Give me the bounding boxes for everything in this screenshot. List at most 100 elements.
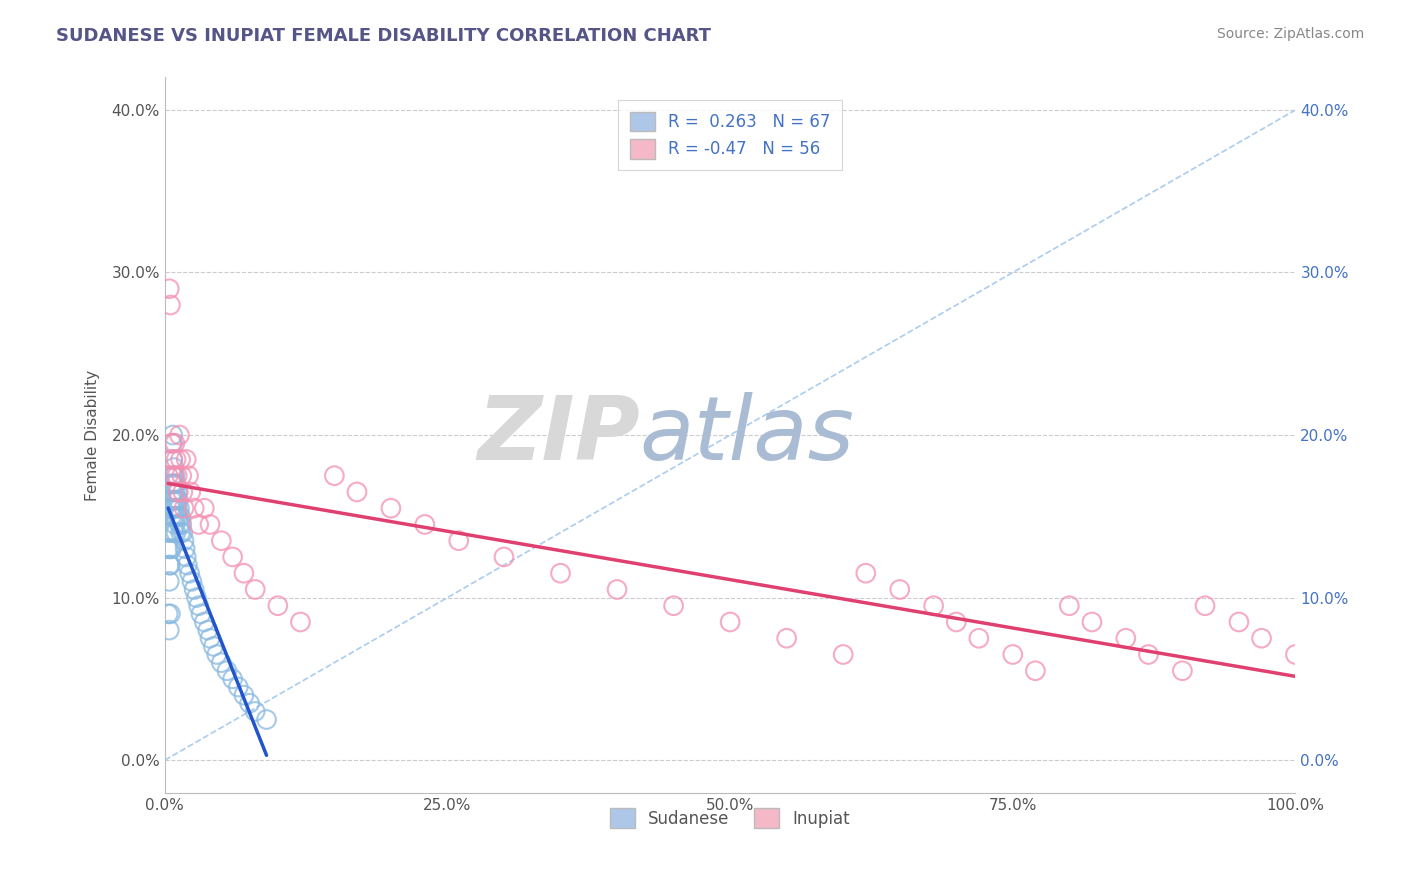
Point — [922, 599, 945, 613]
Point — [198, 517, 221, 532]
Point — [160, 541, 183, 556]
Point — [157, 468, 180, 483]
Point — [177, 468, 200, 483]
Point — [173, 533, 195, 548]
Point — [855, 566, 877, 581]
Point — [157, 525, 180, 540]
Point — [169, 517, 191, 532]
Point — [163, 476, 186, 491]
Point — [157, 282, 180, 296]
Point — [162, 468, 184, 483]
Point — [290, 615, 312, 629]
Point — [162, 501, 184, 516]
Point — [160, 493, 183, 508]
Point — [232, 566, 254, 581]
Text: SUDANESE VS INUPIAT FEMALE DISABILITY CORRELATION CHART: SUDANESE VS INUPIAT FEMALE DISABILITY CO… — [56, 27, 711, 45]
Point — [165, 525, 187, 540]
Point — [193, 501, 215, 516]
Point — [173, 501, 195, 516]
Point — [159, 298, 181, 312]
Point — [160, 436, 183, 450]
Point — [157, 623, 180, 637]
Point — [172, 525, 194, 540]
Point — [159, 501, 181, 516]
Point — [1001, 648, 1024, 662]
Point — [159, 558, 181, 573]
Point — [163, 460, 186, 475]
Point — [169, 428, 191, 442]
Point — [183, 501, 205, 516]
Point — [245, 582, 267, 597]
Legend: Sudanese, Inupiat: Sudanese, Inupiat — [603, 802, 858, 834]
Point — [162, 452, 184, 467]
Point — [160, 476, 183, 491]
Point — [232, 688, 254, 702]
Point — [226, 680, 249, 694]
Point — [172, 485, 194, 500]
Point — [163, 468, 186, 483]
Point — [889, 582, 911, 597]
Point — [159, 541, 181, 556]
Point — [170, 468, 193, 483]
Point — [169, 501, 191, 516]
Point — [162, 428, 184, 442]
Point — [256, 713, 278, 727]
Y-axis label: Female Disability: Female Disability — [86, 369, 100, 500]
Point — [165, 452, 187, 467]
Point — [179, 566, 201, 581]
Point — [169, 509, 191, 524]
Point — [165, 509, 187, 524]
Point — [167, 485, 190, 500]
Point — [163, 485, 186, 500]
Point — [1194, 599, 1216, 613]
Point — [1227, 615, 1250, 629]
Point — [180, 485, 202, 500]
Point — [202, 640, 225, 654]
Point — [180, 574, 202, 589]
Point — [221, 549, 243, 564]
Point — [267, 599, 290, 613]
Point — [197, 623, 219, 637]
Point — [193, 615, 215, 629]
Point — [967, 632, 990, 646]
Point — [163, 493, 186, 508]
Point — [174, 452, 197, 467]
Point — [166, 501, 188, 516]
Point — [167, 509, 190, 524]
Point — [165, 476, 187, 491]
Point — [209, 656, 232, 670]
Point — [157, 541, 180, 556]
Text: atlas: atlas — [640, 392, 855, 478]
Point — [190, 607, 212, 621]
Point — [183, 582, 205, 597]
Point — [163, 517, 186, 532]
Point — [447, 533, 470, 548]
Point — [832, 648, 855, 662]
Point — [170, 517, 193, 532]
Point — [1250, 632, 1272, 646]
Point — [169, 452, 191, 467]
Point — [174, 549, 197, 564]
Point — [718, 615, 741, 629]
Point — [169, 525, 191, 540]
Point — [1059, 599, 1081, 613]
Text: Source: ZipAtlas.com: Source: ZipAtlas.com — [1216, 27, 1364, 41]
Point — [323, 468, 346, 483]
Point — [380, 501, 402, 516]
Point — [550, 566, 572, 581]
Point — [187, 517, 209, 532]
Point — [165, 493, 187, 508]
Point — [346, 485, 368, 500]
Point — [162, 436, 184, 450]
Point — [163, 509, 186, 524]
Point — [413, 517, 436, 532]
Point — [174, 541, 197, 556]
Point — [166, 468, 188, 483]
Point — [162, 485, 184, 500]
Point — [221, 672, 243, 686]
Point — [166, 485, 188, 500]
Point — [1115, 632, 1137, 646]
Point — [162, 452, 184, 467]
Point — [176, 558, 198, 573]
Point — [186, 591, 208, 605]
